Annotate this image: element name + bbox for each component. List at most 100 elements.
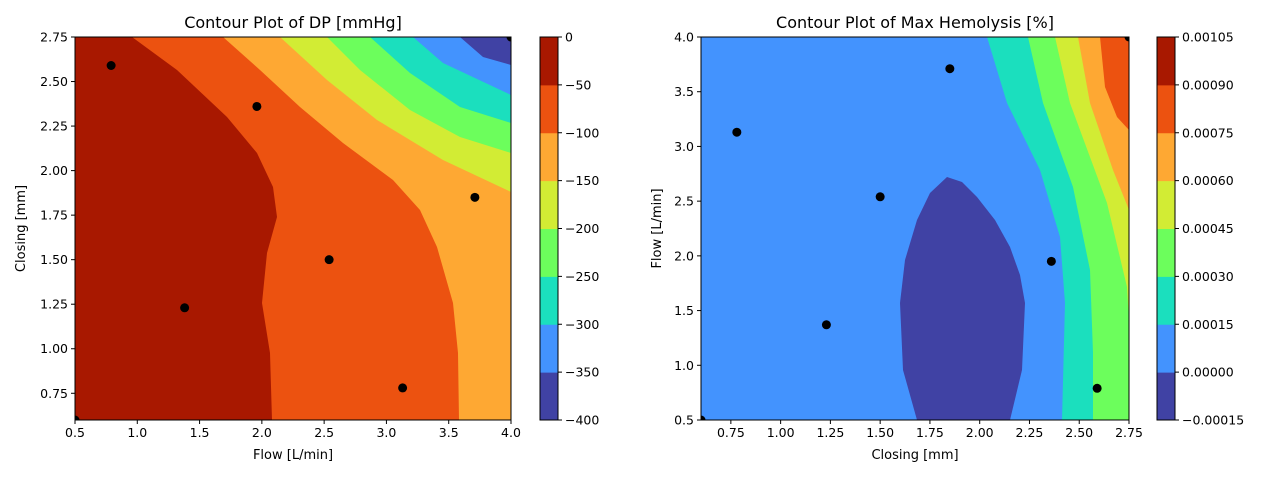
colorbar-tick-label: −250 [565,269,599,284]
colorbar-tick-label: 0.00030 [1182,269,1234,284]
x-tick-label: 1.25 [816,425,844,440]
axes-frame [700,36,1130,421]
x-tick-label: 2.25 [1016,425,1044,440]
colorbar: −0.00015 0.00000 0.00015 0.00030 0.00045 0.00… [1156,30,1244,428]
chart-title: Contour Plot of Max Hemolysis [%] [776,13,1054,32]
colorbar-band [1157,84,1175,134]
y-tick-label: 2.00 [40,163,68,178]
x-tick-label: 2.0 [252,425,272,440]
colorbar-band [1157,180,1175,229]
colorbar-tick-label: −100 [565,125,599,140]
colorbar-band [1157,324,1175,373]
y-axis-label: Flow [L/min] [650,188,665,268]
y-tick-label: 3.5 [674,84,694,99]
y-tick-label: 2.50 [40,74,68,89]
colorbar-tick-label: 0.00105 [1182,30,1234,45]
x-tick-label: 1.50 [866,425,894,440]
y-tick-label: 1.75 [40,208,68,223]
x-tick-label: 4.0 [501,425,521,440]
x-tick-label: 2.50 [1065,425,1093,440]
colorbar-tick-label: 0.00090 [1182,77,1234,92]
colorbar-tick-label: −300 [565,317,599,332]
x-axis-label: Flow [L/min] [253,448,333,463]
colorbar-band [540,228,558,277]
y-tick-label: 1.50 [40,252,68,267]
colorbar-band [540,372,558,421]
x-tick-label: 3.5 [439,425,459,440]
colorbar-tick-label: −0.00015 [1182,413,1244,428]
sample-point [1124,37,1129,42]
colorbar-tick-label: 0.00075 [1182,125,1234,140]
colorbar-band [540,132,558,182]
y-tick-label: 0.75 [40,386,68,401]
sample-point [701,415,706,420]
colorbar-band [540,84,558,134]
contour-region-7 [460,37,511,65]
colorbar-band [540,276,558,325]
x-tick-label: 3.0 [376,425,396,440]
sample-point [875,192,885,202]
y-tick-label: 1.0 [674,358,694,373]
sample-point [106,61,116,71]
colorbar-tick-label: −350 [565,365,599,380]
colorbar-band [1157,276,1175,325]
x-axis-label: Closing [mm] [871,448,958,463]
y-tick-label: 2.75 [40,30,68,45]
colorbar-band [1157,132,1175,182]
sample-point [180,303,190,313]
colorbar-tick-label: −200 [565,221,599,236]
colorbar-band [1157,228,1175,277]
x-tick-label: 0.75 [717,425,745,440]
sample-point [821,320,831,330]
colorbar-band [540,324,558,373]
sample-point [1046,256,1056,266]
y-tick-label: 1.5 [674,303,694,318]
y-tick-label: 0.5 [674,413,694,428]
x-tick-label: 1.5 [190,425,210,440]
colorbar-band [1157,37,1175,86]
colorbar-band [540,180,558,229]
x-tick-label: 1.00 [767,425,795,440]
contour-plot-2: 0.75 1.00 1.25 1.50 1.75 2.00 2.25 2.50 2.75 0.5 1… [650,13,1244,463]
y-tick-label: 1.00 [40,341,68,356]
colorbar-tick-label: 0.00015 [1182,317,1234,332]
y-tick-label: 2.25 [40,119,68,134]
colorbar-band [540,37,558,86]
colorbar-tick-label: 0.00045 [1182,221,1234,236]
contour-fill [75,37,511,420]
x-tick-label: 1.75 [916,425,944,440]
contour-fill [701,37,1129,420]
colorbar-tick-label: 0 [565,30,573,45]
y-tick-label: 2.0 [674,248,694,263]
sample-point [398,383,408,393]
sample-point [324,255,334,265]
y-tick-label: 3.0 [674,139,694,154]
y-axis-label: Closing [mm] [14,185,29,272]
sample-point [252,101,262,111]
sample-point [945,64,955,74]
colorbar-tick-label: −400 [565,413,599,428]
contour-region-1 [900,177,1025,420]
sample-point [75,415,80,420]
y-tick-label: 1.25 [40,297,68,312]
x-tick-label: 2.5 [314,425,334,440]
colorbar-tick-label: −50 [565,77,591,92]
chart-title: Contour Plot of DP [mmHg] [184,13,402,32]
colorbar: −400 −350 −300 −250 −200 −150 −100 −50 0 [539,30,599,428]
x-tick-label: 0.5 [65,425,85,440]
contour-plot-1: 0.5 1.0 1.5 2.0 2.5 3.0 3.5 4.0 0.75 1.00 1.25 1.50… [14,13,599,463]
colorbar-tick-label: −150 [565,173,599,188]
x-tick-label: 1.0 [127,425,147,440]
x-tick-label: 2.00 [966,425,994,440]
sample-point [1092,383,1102,393]
x-tick-label: 2.75 [1115,425,1143,440]
sample-point [506,37,511,42]
sample-point [732,127,742,137]
y-tick-label: 4.0 [674,30,694,45]
y-tick-label: 2.5 [674,194,694,209]
colorbar-band [1157,372,1175,421]
axes-frame [74,36,512,421]
sample-point [470,192,480,202]
colorbar-tick-label: 0.00060 [1182,173,1234,188]
